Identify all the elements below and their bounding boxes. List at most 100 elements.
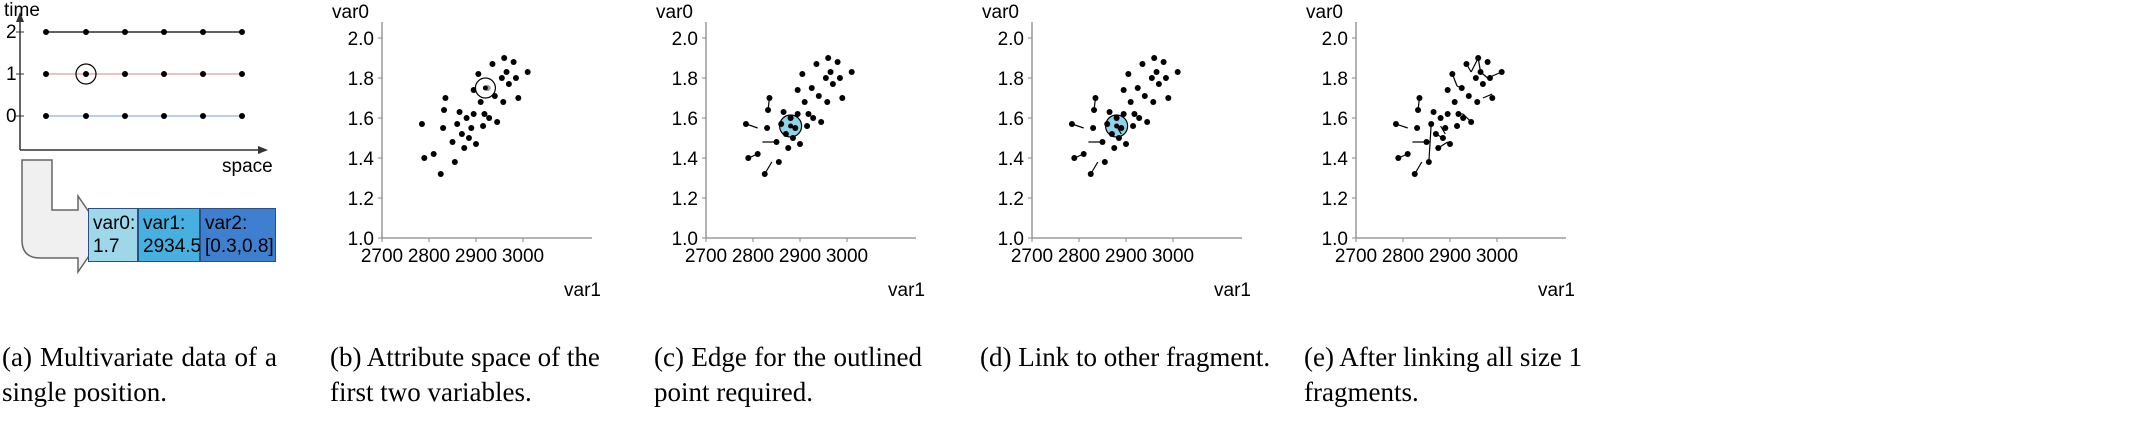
data-point bbox=[1160, 59, 1167, 65]
x-tick-label: 2900 bbox=[1429, 246, 1471, 267]
y-tick-label: 1.8 bbox=[1322, 69, 1348, 90]
data-point bbox=[1113, 115, 1120, 121]
x-axis-label: var1 bbox=[1538, 280, 1575, 301]
panel-a-figure: time space 2 1 0 bbox=[4, 0, 273, 275]
caption-b: (b) Attribute space of the first two var… bbox=[330, 340, 600, 410]
data-point bbox=[465, 135, 472, 141]
grid-point-0-3 bbox=[161, 29, 167, 35]
data-point bbox=[458, 131, 465, 137]
data-point bbox=[1444, 111, 1451, 117]
data-point bbox=[1155, 81, 1162, 87]
y-axis-label: var0 bbox=[1306, 2, 1343, 23]
record-box: var0: 1.7 var1: 2934.5 var2: [0.3,0.8] bbox=[88, 208, 276, 262]
highlighted-point bbox=[482, 85, 488, 91]
data-point bbox=[1134, 85, 1141, 91]
data-point bbox=[839, 95, 846, 101]
grid-point-2-0 bbox=[43, 113, 49, 119]
y-tick-label: 1.8 bbox=[348, 69, 374, 90]
grid-point-1-5 bbox=[239, 71, 245, 77]
x-tick-label: 3000 bbox=[1152, 246, 1194, 267]
y-tick-label: 1.0 bbox=[1322, 229, 1348, 250]
data-point bbox=[1091, 107, 1098, 113]
data-point bbox=[782, 131, 789, 137]
data-point bbox=[754, 151, 761, 157]
data-point bbox=[1437, 115, 1444, 121]
space-axis-arrow bbox=[258, 146, 268, 154]
fragment-edge bbox=[1440, 125, 1446, 135]
data-point bbox=[498, 75, 505, 81]
x-tick-label: 2700 bbox=[1335, 246, 1377, 267]
var2-name: var2: bbox=[205, 213, 248, 234]
data-point bbox=[1092, 95, 1099, 101]
data-point bbox=[1449, 71, 1456, 77]
tick-label-2: 2 bbox=[6, 22, 17, 43]
space-axis-label: space bbox=[222, 156, 273, 177]
x-axis-label: var1 bbox=[888, 280, 925, 301]
x-tick-label: 2800 bbox=[1382, 246, 1424, 267]
grid-point-2-5 bbox=[239, 113, 245, 119]
y-axis-label: var0 bbox=[656, 2, 693, 23]
data-point bbox=[461, 145, 468, 151]
y-tick-label: 1.4 bbox=[348, 149, 375, 170]
data-point bbox=[512, 75, 519, 81]
data-point bbox=[801, 99, 808, 105]
data-point bbox=[1392, 121, 1399, 127]
y-axis-label: var0 bbox=[332, 2, 369, 23]
var0-name: var0: bbox=[93, 213, 136, 234]
data-point bbox=[1454, 123, 1461, 129]
data-point bbox=[761, 171, 768, 177]
data-point bbox=[477, 99, 484, 105]
caption-d-line1: (d) Link to other fragment. bbox=[980, 342, 1271, 372]
data-point bbox=[1489, 95, 1496, 101]
data-point bbox=[503, 69, 510, 75]
caption-e: (e) After linking all size 1 fragments. bbox=[1304, 340, 1582, 410]
y-tick-label: 1.0 bbox=[348, 229, 374, 250]
data-point bbox=[1108, 131, 1115, 137]
data-point bbox=[1068, 121, 1075, 127]
data-point bbox=[789, 135, 796, 141]
data-point bbox=[470, 111, 477, 117]
data-point bbox=[440, 125, 447, 131]
data-point bbox=[442, 95, 449, 101]
data-point bbox=[468, 125, 475, 131]
data-point bbox=[1153, 69, 1160, 75]
fragment-edge bbox=[1428, 123, 1432, 163]
data-point bbox=[1455, 111, 1462, 117]
data-point bbox=[475, 71, 482, 77]
x-tick-label: 2700 bbox=[1011, 246, 1053, 267]
x-tick-label: 2700 bbox=[685, 246, 727, 267]
grid-point-1-2 bbox=[122, 71, 128, 77]
time-axis-label: time bbox=[4, 0, 40, 21]
data-point bbox=[1139, 61, 1146, 67]
grid-point-1-0 bbox=[43, 71, 49, 77]
x-tick-label: 2900 bbox=[779, 246, 821, 267]
x-tick-label: 2800 bbox=[1058, 246, 1100, 267]
grid-point-1-1 bbox=[83, 71, 89, 77]
data-point bbox=[1150, 99, 1157, 105]
data-point bbox=[1131, 111, 1138, 117]
data-point bbox=[778, 121, 785, 127]
data-point bbox=[501, 55, 508, 61]
fragment-edge bbox=[1482, 93, 1493, 99]
data-point bbox=[818, 119, 825, 125]
data-point bbox=[515, 95, 522, 101]
data-point bbox=[473, 141, 479, 147]
data-point bbox=[480, 123, 487, 129]
time-axis-arrow bbox=[16, 12, 24, 22]
data-point bbox=[449, 139, 456, 145]
var2-value: [0.3,0.8] bbox=[205, 236, 274, 257]
data-point bbox=[822, 75, 829, 81]
x-tick-label: 2800 bbox=[732, 246, 774, 267]
data-point bbox=[785, 145, 792, 151]
data-point bbox=[745, 155, 752, 161]
data-point bbox=[836, 75, 843, 81]
data-point bbox=[1486, 75, 1493, 81]
record-cell-var1: var1: 2934.5 bbox=[138, 208, 201, 262]
data-point bbox=[1101, 159, 1108, 165]
grid-point-1-4 bbox=[200, 71, 206, 77]
data-point bbox=[1458, 85, 1465, 91]
x-tick-label: 3000 bbox=[502, 246, 544, 267]
panel-e: var0 var1 2.0 1.8 1.6 1.4 1.2 1.0 2700 2800 2900 30… bbox=[1304, 0, 1594, 448]
caption-e-line2: fragments. bbox=[1304, 377, 1419, 407]
